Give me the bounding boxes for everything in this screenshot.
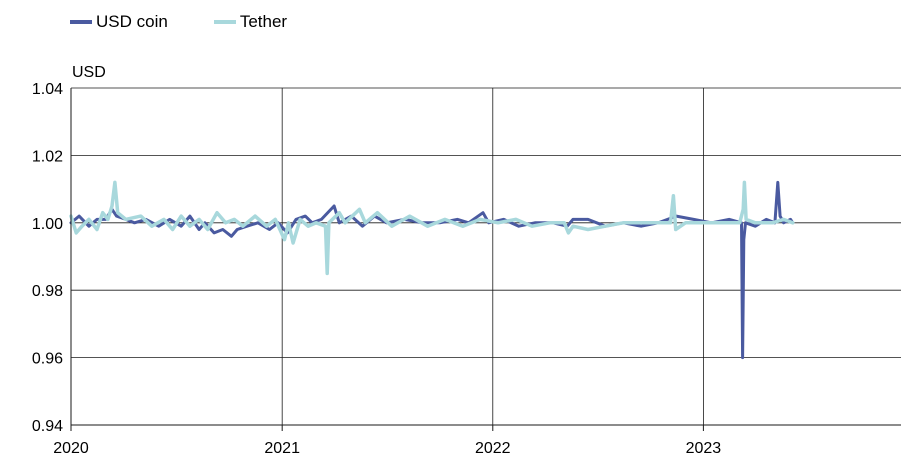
y-tick-label: 0.96 bbox=[32, 351, 63, 368]
y-tick-label: 1.00 bbox=[32, 216, 63, 233]
legend-swatch-tether bbox=[213, 20, 236, 24]
x-tick-label: 2021 bbox=[264, 440, 300, 457]
y-tick-label: 1.04 bbox=[32, 81, 63, 98]
legend-label-usd-coin: USD coin bbox=[96, 12, 168, 31]
series-line-tether bbox=[69, 180, 795, 276]
y-tick-label: 0.94 bbox=[32, 418, 63, 435]
legend-label-tether: Tether bbox=[239, 12, 288, 31]
legend-item-usd-coin: USD coin bbox=[70, 12, 168, 32]
series-lines bbox=[69, 180, 795, 360]
legend-item-tether: Tether bbox=[213, 12, 288, 32]
legend-swatch-usd-coin bbox=[70, 20, 92, 24]
y-axis-unit-label: USD bbox=[72, 64, 106, 81]
gridlines bbox=[70, 87, 901, 426]
axes bbox=[70, 88, 901, 431]
tick-labels: 0.94 0.96 0.98 1.00 1.02 1.04 2020 2021 2022 2023 bbox=[32, 81, 721, 457]
y-tick-label: 1.02 bbox=[32, 148, 63, 165]
x-tick-label: 2022 bbox=[475, 440, 511, 457]
series-line-usd-coin bbox=[69, 180, 795, 360]
x-tick-label: 2020 bbox=[53, 440, 89, 457]
chart-legend: USD coin Tether bbox=[70, 12, 287, 32]
y-tick-label: 0.98 bbox=[32, 283, 63, 300]
x-tick-label: 2023 bbox=[686, 440, 722, 457]
